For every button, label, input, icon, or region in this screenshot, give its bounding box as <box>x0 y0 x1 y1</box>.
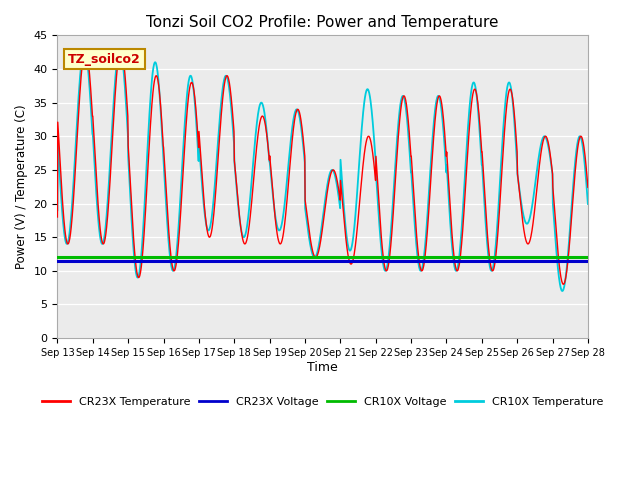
CR23X Temperature <box>81 46 89 52</box>
CR23X Temperature <box>356 199 364 205</box>
CR10X Temperature <box>116 47 124 52</box>
CR23X Voltage <box>54 258 61 264</box>
CR23X Temperature <box>584 184 592 190</box>
Title: Tonzi Soil CO2 Profile: Power and Temperature: Tonzi Soil CO2 Profile: Power and Temper… <box>147 15 499 30</box>
CR10X Temperature <box>81 46 88 52</box>
Line: CR23X Temperature: CR23X Temperature <box>58 49 588 284</box>
CR10X Temperature <box>54 207 61 213</box>
CR23X Temperature <box>279 234 287 240</box>
CR10X Voltage <box>89 254 97 260</box>
CR10X Voltage <box>54 254 61 260</box>
Y-axis label: Power (V) / Temperature (C): Power (V) / Temperature (C) <box>15 105 28 269</box>
CR10X Temperature <box>356 154 364 160</box>
CR10X Temperature <box>95 223 102 229</box>
X-axis label: Time: Time <box>307 360 338 373</box>
CR10X Temperature <box>279 215 287 221</box>
Legend: CR23X Temperature, CR23X Voltage, CR10X Voltage, CR10X Temperature: CR23X Temperature, CR23X Voltage, CR10X … <box>38 392 608 411</box>
CR23X Temperature <box>54 214 61 220</box>
CR23X Temperature <box>559 281 567 287</box>
CR10X Temperature <box>300 144 307 150</box>
CR23X Temperature <box>290 123 298 129</box>
Line: CR10X Temperature: CR10X Temperature <box>58 49 588 291</box>
CR10X Temperature <box>290 115 298 120</box>
CR10X Temperature <box>559 288 566 294</box>
CR10X Temperature <box>584 201 592 207</box>
CR23X Temperature <box>95 211 102 217</box>
CR23X Temperature <box>300 138 307 144</box>
Text: TZ_soilco2: TZ_soilco2 <box>68 53 141 66</box>
CR23X Voltage <box>89 258 97 264</box>
CR23X Temperature <box>116 46 124 52</box>
